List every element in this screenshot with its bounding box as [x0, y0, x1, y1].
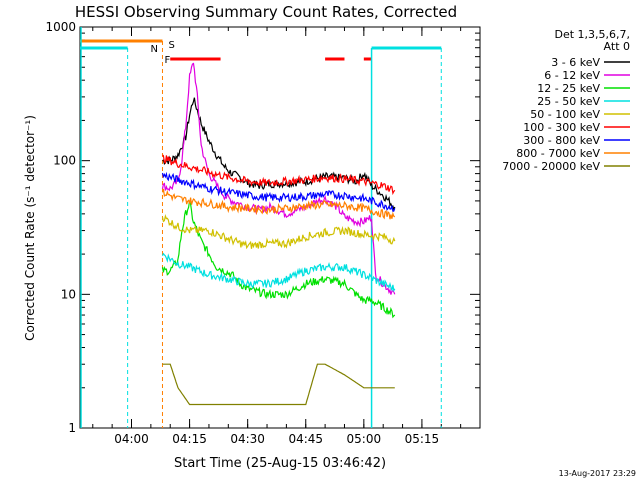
- legend-label: 6 - 12 keV: [544, 69, 600, 82]
- legend-label: 12 - 25 keV: [537, 82, 600, 95]
- legend-label: 800 - 7000 keV: [516, 147, 600, 160]
- plot-area: 1 10 100 1000 04:00 04:15 04:30 04:45 05:00 05:15…: [45, 20, 481, 446]
- x-tick-label: 05:00: [347, 432, 382, 446]
- x-tick-label: 04:30: [230, 432, 265, 446]
- y-tick-label: 100: [53, 154, 76, 168]
- legend-label: 100 - 300 keV: [523, 121, 600, 134]
- marker-label-f: F: [164, 55, 170, 66]
- y-tick-label: 1: [68, 421, 76, 435]
- footer-timestamp: 13-Aug-2017 23:29: [559, 469, 636, 478]
- x-axis-label: Start Time (25-Aug-15 03:46:42): [174, 456, 386, 471]
- series-line-4: [161, 252, 396, 293]
- series-line-8: [161, 188, 396, 220]
- y-tick-label: 1000: [45, 20, 76, 34]
- legend-label: 3 - 6 keV: [551, 56, 600, 69]
- plot-frame: [79, 26, 481, 429]
- x-tick-label: 04:00: [114, 432, 149, 446]
- legend-label: 25 - 50 keV: [537, 95, 600, 108]
- series-line-2: [161, 62, 396, 295]
- legend-label: 7000 - 20000 keV: [502, 160, 600, 173]
- x-tick-label: 04:15: [172, 432, 207, 446]
- series-line-5: [161, 214, 396, 250]
- marker-label-s: S: [168, 40, 174, 51]
- series-line-9: [162, 363, 395, 406]
- legend-label: 50 - 100 keV: [530, 108, 600, 121]
- marker-label-n: N: [150, 44, 157, 55]
- x-tick-label: 05:15: [405, 432, 440, 446]
- series-line-7: [161, 171, 396, 212]
- series-line-1: [162, 97, 396, 212]
- y-axis-label: Corrected Count Rate (s⁻¹ detector⁻¹): [23, 115, 37, 341]
- legend-label: 300 - 800 keV: [523, 134, 600, 147]
- legend-header-line2: Att 0: [604, 40, 630, 53]
- y-tick-label: 10: [61, 287, 76, 301]
- x-tick-label: 04:45: [288, 432, 323, 446]
- legend-header-line1: Det 1,3,5,6,7,: [554, 28, 630, 41]
- series-line-3: [161, 200, 396, 319]
- series-line-6: [162, 154, 396, 196]
- chart-title: HESSI Observing Summary Count Rates, Cor…: [75, 3, 457, 21]
